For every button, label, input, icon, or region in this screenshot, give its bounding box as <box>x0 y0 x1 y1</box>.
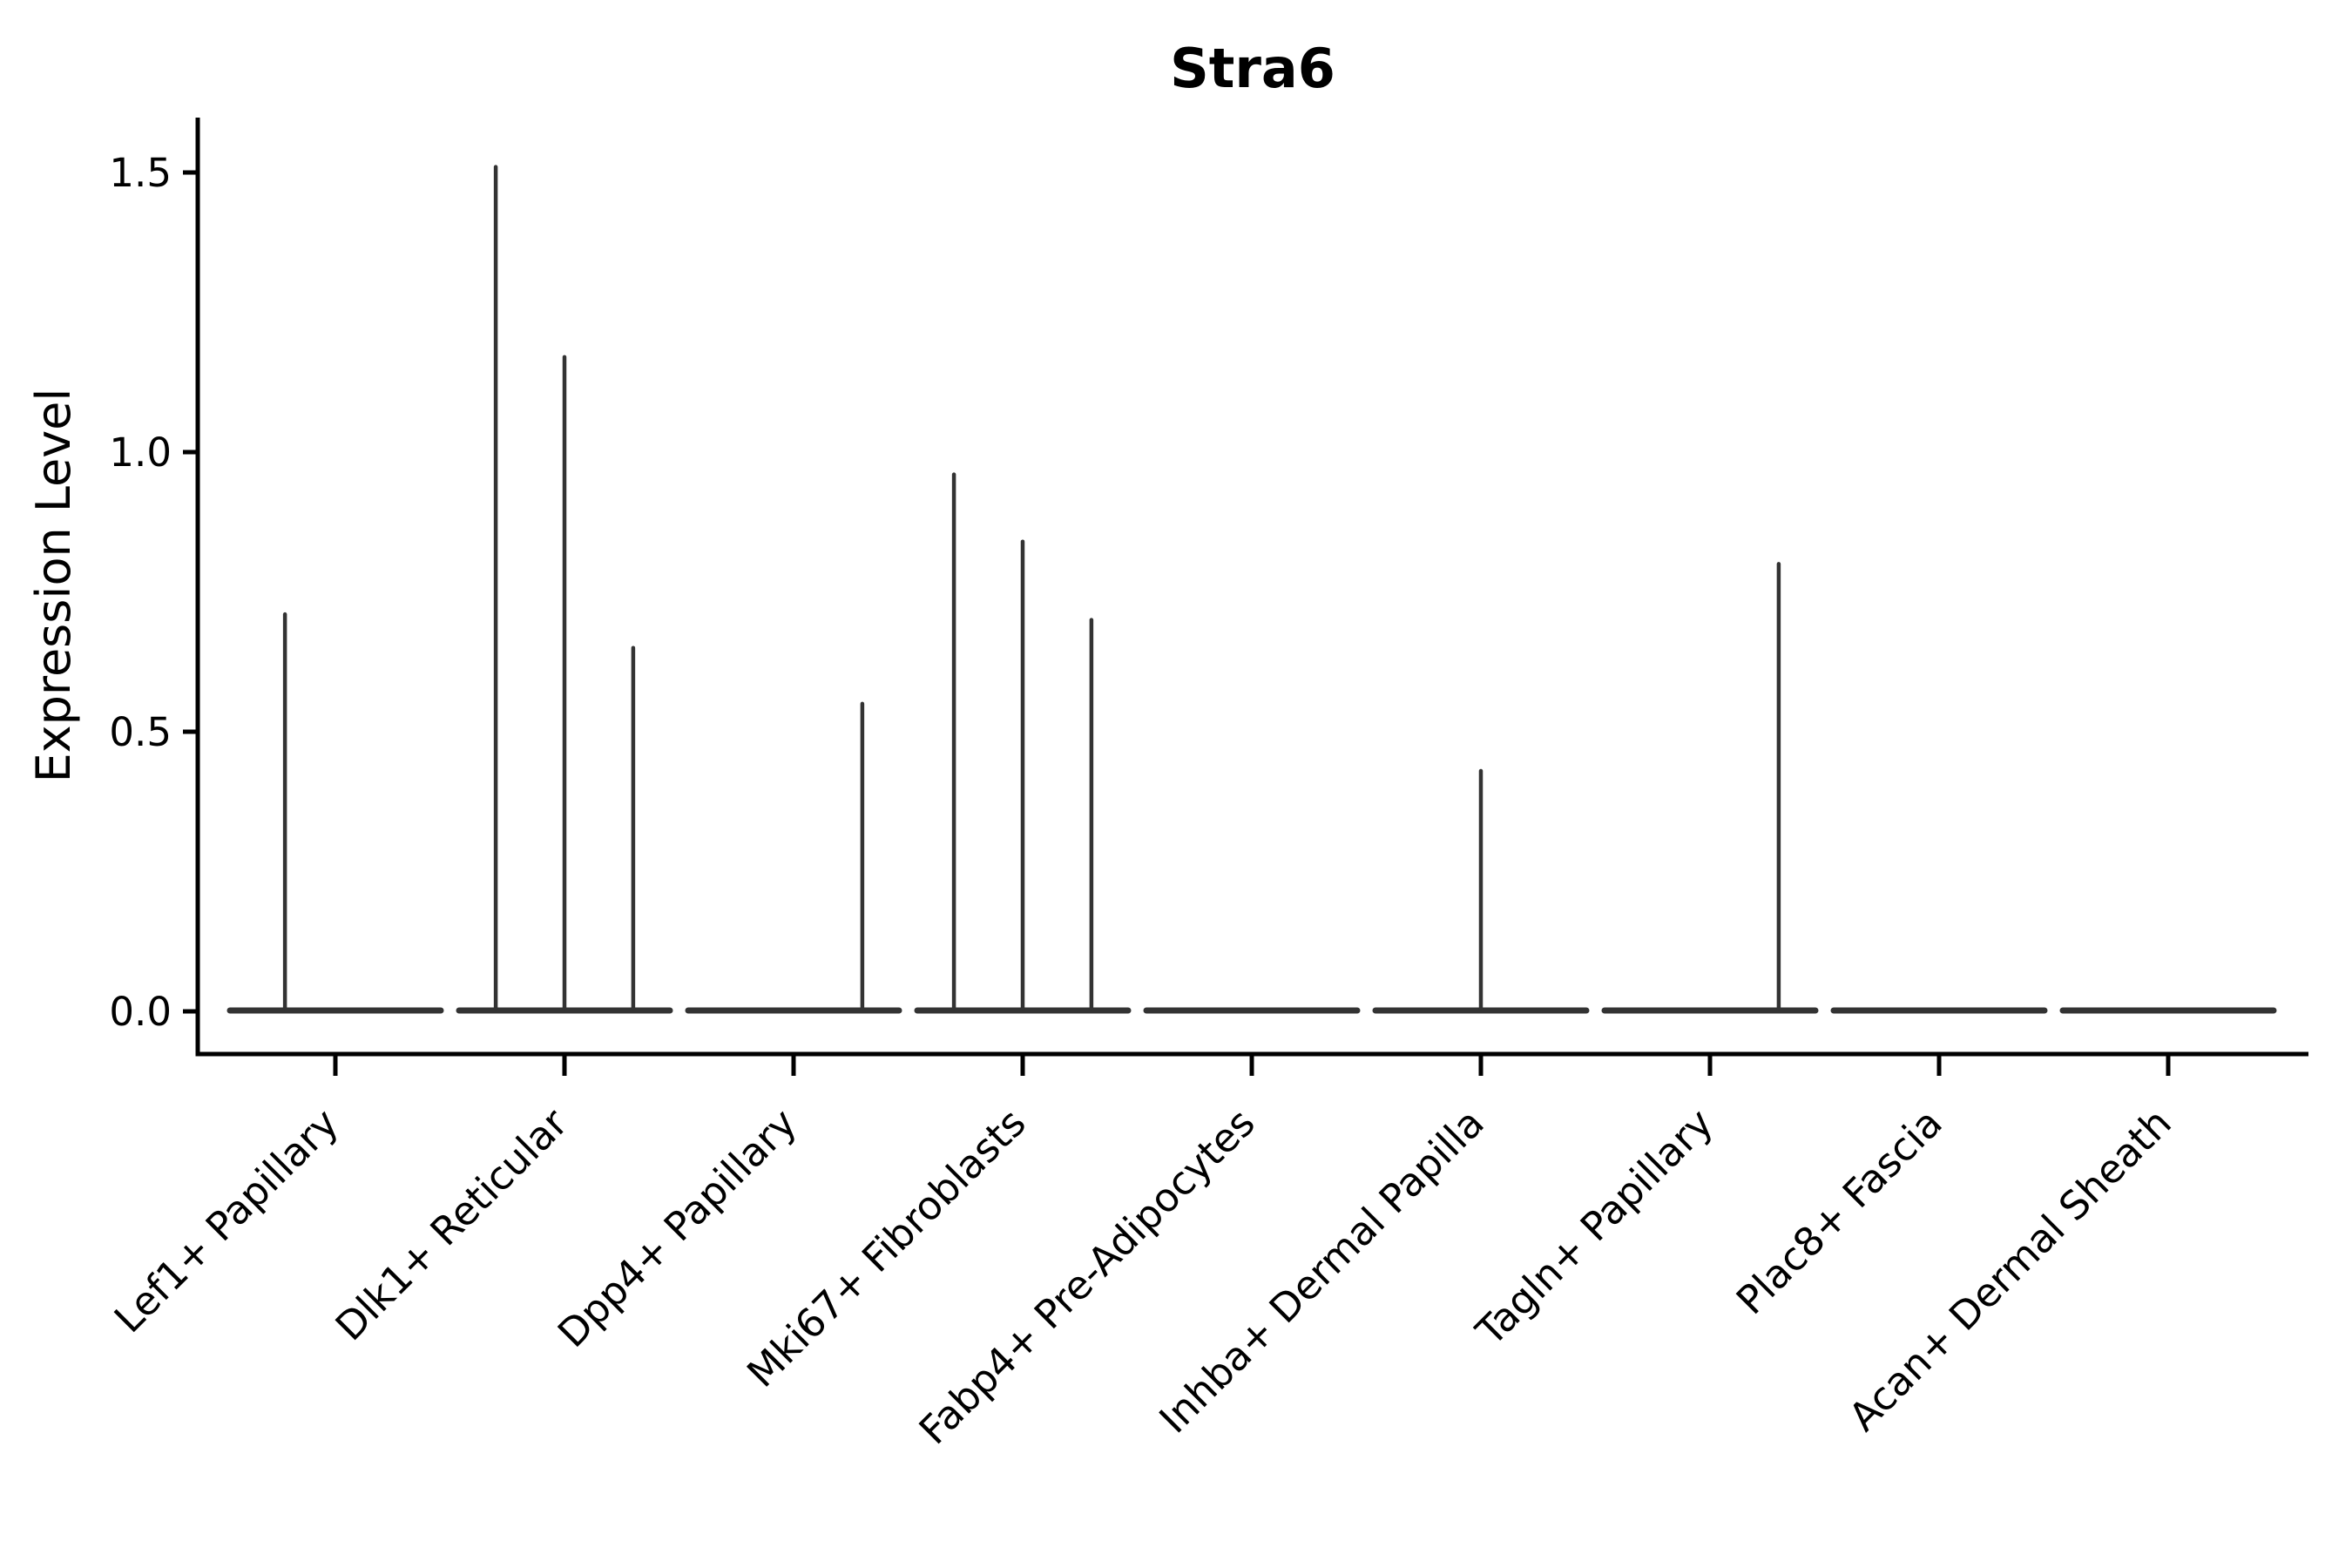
x-tick-label: Dpp4+ Papillary <box>549 1099 806 1356</box>
violin-6 <box>1372 768 1590 1014</box>
y-tick-label: 0.5 <box>109 709 172 755</box>
y-tick-label: 0.0 <box>109 989 172 1035</box>
plot-title: Stra6 <box>1170 37 1335 100</box>
violin-4 <box>914 472 1132 1014</box>
violin-3 <box>685 701 902 1014</box>
x-tick-label: Plac8+ Fascia <box>1727 1099 1951 1323</box>
y-axis-label: Expression Level <box>26 389 81 783</box>
violin-2 <box>456 165 673 1014</box>
y-tick-label: 1.0 <box>109 429 172 476</box>
violins <box>226 165 2277 1014</box>
y-axis: 0.0 0.5 1.0 1.5 <box>109 150 198 1035</box>
x-tick-label: Dlk1+ Reticular <box>327 1099 577 1349</box>
y-tick-label: 1.5 <box>109 150 172 196</box>
violin-7 <box>1601 562 1819 1014</box>
x-tick-label: Lef1+ Papillary <box>105 1099 348 1342</box>
violin-1 <box>226 612 444 1014</box>
x-tick-label: Tagln+ Papillary <box>1467 1099 1722 1355</box>
